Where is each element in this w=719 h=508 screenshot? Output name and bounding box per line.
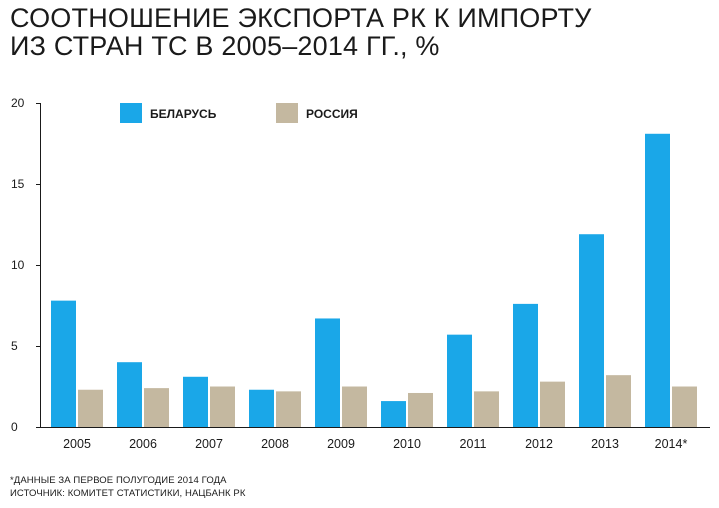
y-tick-label: 20 <box>11 96 25 110</box>
x-tick-label: 2010 <box>393 437 421 451</box>
legend-label-belarus: БЕЛАРУСЬ <box>150 107 217 121</box>
bar-russia-2006 <box>144 388 169 427</box>
x-tick-label: 2013 <box>591 437 619 451</box>
bar-russia-2014 <box>672 386 697 427</box>
bar-russia-2013 <box>606 375 631 427</box>
x-tick-label: 2005 <box>63 437 91 451</box>
bar-russia-2010 <box>408 392 433 427</box>
chart-title-line-1: СООТНОШЕНИЕ ЭКСПОРТА РК К ИМПОРТУ <box>10 3 592 33</box>
bar-belarus-2014 <box>645 133 670 427</box>
x-tick-label: 2014* <box>655 437 688 451</box>
bar-belarus-2006 <box>117 362 142 427</box>
bar-russia-2012 <box>540 381 565 427</box>
bar-russia-2009 <box>342 386 367 427</box>
legend: БЕЛАРУСЬ РОССИЯ <box>120 103 358 123</box>
x-tick-label: 2006 <box>129 437 157 451</box>
footnote-note: *ДАННЫЕ ЗА ПЕРВОЕ ПОЛУГОДИЕ 2014 ГОДА <box>10 475 227 486</box>
chart-title-line-2: ИЗ СТРАН ТС В 2005–2014 ГГ., % <box>10 31 440 61</box>
legend-label-russia: РОССИЯ <box>306 107 358 121</box>
x-tick-label: 2011 <box>460 437 487 451</box>
bar-russia-2008 <box>276 391 301 427</box>
x-tick-label: 2007 <box>195 437 223 451</box>
y-tick-label: 5 <box>11 339 18 353</box>
bar-belarus-2008 <box>249 389 274 427</box>
x-tick-label: 2009 <box>327 437 355 451</box>
bar-russia-2011 <box>474 391 499 427</box>
footnote: *ДАННЫЕ ЗА ПЕРВОЕ ПОЛУГОДИЕ 2014 ГОДА ИС… <box>10 474 245 500</box>
legend-swatch-belarus <box>120 103 142 123</box>
bar-belarus-2007 <box>183 376 208 427</box>
legend-swatch-russia <box>276 103 298 123</box>
bar-russia-2005 <box>78 389 103 427</box>
y-tick-label: 10 <box>11 258 25 272</box>
y-tick-label: 15 <box>11 177 25 191</box>
bar-belarus-2010 <box>381 401 406 427</box>
chart-title: СООТНОШЕНИЕ ЭКСПОРТА РК К ИМПОРТУ ИЗ СТР… <box>10 4 710 60</box>
x-tick-label: 2012 <box>525 437 553 451</box>
footnote-source: ИСТОЧНИК: КОМИТЕТ СТАТИСТИКИ, НАЦБАНК РК <box>10 488 246 499</box>
bar-belarus-2009 <box>315 318 340 427</box>
x-tick-label: 2008 <box>261 437 289 451</box>
bar-belarus-2011 <box>447 334 472 427</box>
bar-russia-2007 <box>210 386 235 427</box>
bar-belarus-2013 <box>579 234 604 427</box>
bar-belarus-2012 <box>513 303 538 427</box>
y-tick-label: 0 <box>11 420 18 434</box>
bar-belarus-2005 <box>51 300 76 427</box>
